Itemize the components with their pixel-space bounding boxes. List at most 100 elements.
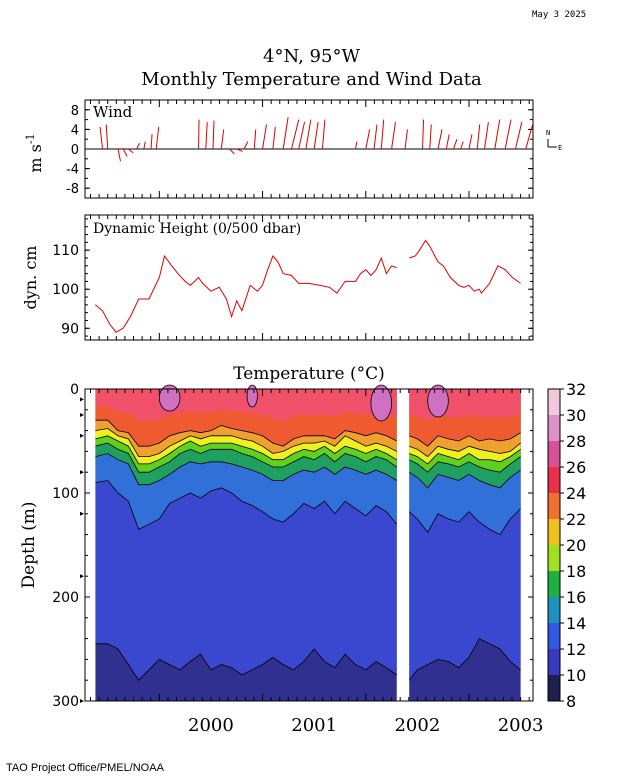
isotherm-24 — [408, 432, 521, 447]
temp-title: Temperature (°C) — [233, 364, 385, 384]
y-tick-label: 100 — [52, 486, 79, 502]
wind-stick — [212, 120, 215, 150]
wind-stick — [354, 141, 358, 150]
colorbar-segment — [548, 597, 560, 623]
wind-stick — [437, 129, 443, 150]
wind-stick — [494, 119, 501, 150]
colorbar-tick-label: 30 — [566, 406, 586, 425]
wind-y-axis-label: m s-1 — [24, 133, 45, 172]
isotherm-18 — [408, 456, 521, 473]
x-tick-label-year: 2000 — [188, 715, 234, 736]
sensor-depth-marker — [80, 433, 84, 438]
wind-stick — [380, 119, 385, 150]
isotherm-12 — [95, 643, 397, 681]
wind-stick — [272, 126, 276, 150]
sensor-depth-marker — [80, 413, 84, 417]
wind-stick — [305, 119, 312, 150]
colorbar-segment — [548, 493, 560, 519]
colorbar-segment — [548, 623, 560, 649]
wind-stick — [143, 141, 146, 150]
wind-stick — [253, 129, 257, 150]
wind-stick — [298, 121, 306, 150]
y-tick-label: 0 — [70, 382, 79, 398]
wind-stick — [99, 126, 104, 150]
isotherm-16 — [408, 469, 521, 489]
isotherm-12 — [408, 638, 521, 681]
wind-stick — [122, 148, 128, 157]
wind-stick — [220, 129, 225, 150]
y-tick-label: 110 — [52, 243, 79, 259]
isotherm-14 — [95, 480, 398, 530]
colorbar-tick-label: 26 — [566, 458, 586, 477]
wind-stick — [468, 134, 473, 150]
y-tick-label: -4 — [66, 163, 79, 178]
colorbar-tick-label: 16 — [566, 588, 586, 607]
colorbar-segment — [548, 467, 560, 493]
wind-stick — [504, 119, 512, 150]
temp-left-margin — [86, 390, 96, 700]
isotherm-24 — [95, 419, 397, 447]
isotherm-20 — [408, 448, 521, 465]
x-tick-label-year: 2003 — [498, 715, 544, 736]
wind-stick — [290, 119, 300, 150]
isotherm-18 — [95, 442, 397, 473]
colorbar-tick-label: 12 — [566, 640, 586, 659]
colorbar-segment — [548, 675, 560, 701]
wind-stick — [514, 121, 523, 150]
dyn-height-label: Dynamic Height (0/500 dbar) — [93, 221, 301, 237]
colorbar-segment — [548, 545, 560, 571]
colorbar-tick-label: 8 — [566, 692, 576, 711]
temp-right-margin — [522, 390, 532, 700]
wind-stick — [373, 124, 378, 150]
colorbar-tick-label: 22 — [566, 510, 586, 529]
y-tick-label: 0 — [71, 143, 79, 158]
wind-stick — [313, 121, 319, 150]
x-tick-label-year: 2001 — [291, 715, 337, 736]
colorbar-tick-label: 20 — [566, 536, 586, 555]
chart-title-line1: 4°N, 95°W — [263, 46, 360, 67]
temp-data-gap — [398, 389, 410, 701]
temp-panel-frame — [84, 388, 534, 702]
wind-stick — [422, 119, 425, 150]
wind-stick — [391, 121, 396, 150]
sensor-depth-marker — [80, 397, 84, 402]
wind-label: Wind — [93, 103, 133, 121]
warm-pocket — [370, 384, 392, 422]
wind-stick — [483, 121, 489, 150]
dyn-height-y-axis-label: dyn. cm — [21, 246, 40, 310]
dyn-height-series-0 — [94, 254, 397, 333]
colorbar-tick-label: 28 — [566, 432, 586, 451]
wind-stick — [136, 142, 141, 150]
wind-stick — [229, 148, 235, 155]
colorbar-segment — [548, 649, 560, 675]
isotherm-22 — [95, 428, 397, 458]
wind-stick — [453, 139, 458, 150]
y-tick-label: 90 — [61, 321, 79, 337]
warm-pocket — [246, 384, 258, 408]
warm-pocket — [158, 384, 181, 412]
temp-band-surface — [409, 389, 521, 421]
chart-title-line2: Monthly Temperature and Wind Data — [141, 69, 482, 90]
wind-stick — [205, 122, 208, 150]
colorbar-segment — [548, 415, 560, 441]
isotherm-16 — [95, 453, 397, 486]
wind-stick — [404, 129, 408, 150]
isotherm-22 — [408, 442, 521, 458]
colorbar-segment — [548, 441, 560, 467]
wind-stick — [476, 124, 481, 150]
wind-stick — [429, 124, 432, 150]
sensor-depth-marker — [80, 470, 84, 475]
date-stamp: May 3 2025 — [532, 10, 587, 20]
colorbar-tick-label: 14 — [566, 614, 586, 633]
colorbar-segment — [548, 571, 560, 597]
y-tick-label: 300 — [52, 694, 79, 710]
wind-stick — [155, 126, 160, 150]
warm-pocket — [427, 384, 449, 418]
colorbar-tick-label: 24 — [566, 484, 586, 503]
wind-stick — [150, 134, 153, 150]
y-tick-label: -8 — [66, 182, 79, 197]
wind-stick — [236, 148, 243, 152]
wind-stick — [321, 119, 326, 150]
colorbar-segment — [548, 389, 560, 415]
